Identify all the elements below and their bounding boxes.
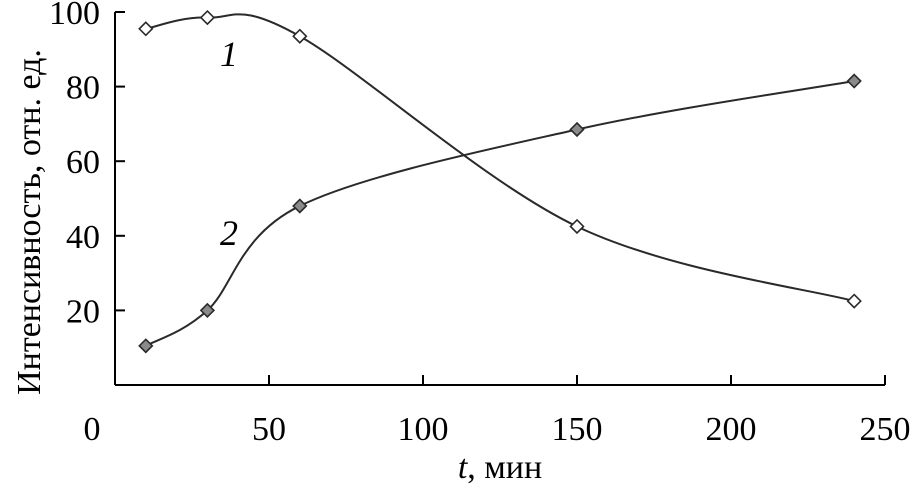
series-1-point [569,218,585,235]
x-tick-label: 200 [706,411,757,448]
series-layer [138,9,862,354]
series-label-2: 2 [220,213,238,253]
ticks: 0 50 100 150 200 250 20 40 60 80 100 [49,0,911,448]
series-1-point [846,293,862,309]
series-1-point [292,28,308,44]
y-tick-label: 40 [66,219,100,256]
x-axis-unit: , мин [467,449,542,486]
series-label-1: 1 [220,34,238,74]
axes [114,12,885,386]
x-tick-label: 150 [552,411,603,448]
y-tick-label: 100 [49,0,100,32]
y-tick-label: 60 [66,144,100,181]
x-tick-label: 0 [84,411,101,448]
series-2-line [145,80,855,347]
y-tick-label: 20 [66,293,100,330]
x-axis-variable: t [458,449,469,486]
series-2-point [199,302,216,319]
x-tick-label: 100 [398,411,449,448]
series-1-line [145,13,855,303]
series-2-point [846,73,862,89]
x-tick-label: 250 [860,411,911,448]
series-1-point [138,21,154,37]
x-axis-title: t, мин [458,449,542,486]
series-2-point [138,338,154,354]
series-2-point [569,121,585,138]
series-1-point [199,9,216,26]
series-2 [138,73,862,354]
x-tick-label: 50 [252,411,286,448]
y-axis-title: Интенсивность, отн. ед. [11,49,48,395]
series-1 [138,9,862,309]
series-2-point [292,198,308,214]
y-tick-label: 80 [66,70,100,107]
